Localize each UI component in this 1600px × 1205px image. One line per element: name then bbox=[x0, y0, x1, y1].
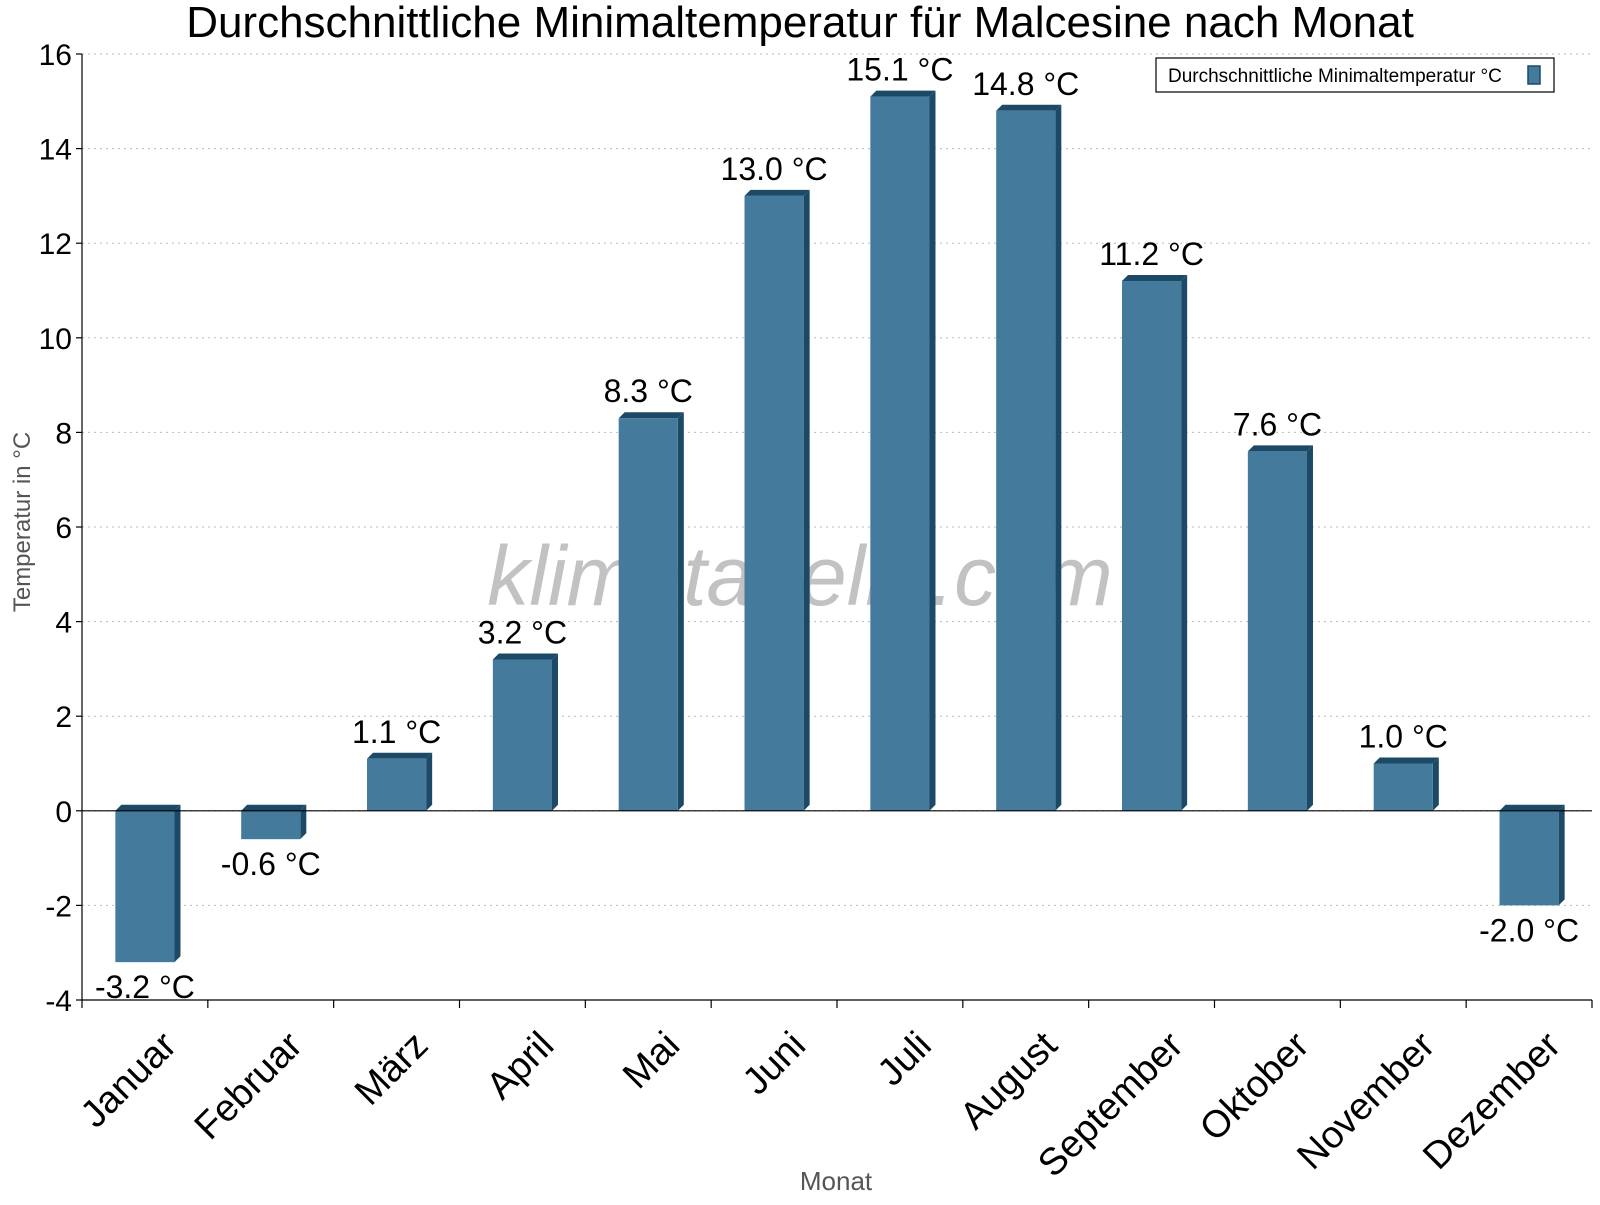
x-tick-label: August bbox=[952, 1024, 1066, 1138]
y-tick-label: 8 bbox=[55, 417, 72, 450]
bar-top-face bbox=[241, 804, 307, 811]
bar bbox=[367, 758, 427, 811]
bar-top-face bbox=[996, 104, 1062, 111]
y-tick-label: 16 bbox=[39, 39, 72, 72]
data-label: -0.6 °C bbox=[221, 846, 321, 882]
bar bbox=[618, 418, 678, 811]
bar bbox=[1499, 810, 1559, 906]
y-tick-label: 0 bbox=[55, 796, 72, 829]
data-label: 14.8 °C bbox=[972, 66, 1079, 102]
bar-side-face bbox=[1306, 445, 1313, 811]
data-label: 7.6 °C bbox=[1233, 406, 1322, 442]
data-label: 3.2 °C bbox=[478, 614, 567, 650]
bar-top-face bbox=[744, 189, 810, 196]
x-tick-label: April bbox=[479, 1024, 562, 1107]
y-tick-label: 4 bbox=[55, 607, 72, 640]
bar bbox=[115, 810, 175, 963]
bar bbox=[1373, 763, 1433, 811]
x-tick-label: Februar bbox=[187, 1024, 311, 1148]
bar-side-face bbox=[1558, 804, 1565, 906]
y-tick-label: 14 bbox=[39, 134, 72, 167]
bar-side-face bbox=[1055, 104, 1062, 811]
bar bbox=[1247, 451, 1307, 811]
bar-top-face bbox=[618, 412, 684, 419]
x-tick-label: März bbox=[347, 1024, 436, 1113]
bar-märz bbox=[367, 752, 433, 811]
bar-august bbox=[996, 104, 1062, 811]
bar-top-face bbox=[492, 653, 558, 660]
bar-top-face bbox=[115, 804, 181, 811]
bar-november bbox=[1373, 757, 1439, 811]
x-tick-label: Mai bbox=[615, 1024, 688, 1097]
x-axis-ticks: Januar Februar März April Mai Juni Juli AugustS… bbox=[73, 1000, 1593, 1185]
bar-top-face bbox=[1247, 445, 1313, 452]
data-label: -2.0 °C bbox=[1479, 912, 1579, 948]
data-label: -3.2 °C bbox=[95, 969, 195, 1005]
legend-swatch bbox=[1527, 65, 1541, 85]
data-label: 15.1 °C bbox=[846, 52, 953, 88]
legend-box bbox=[1155, 57, 1555, 93]
bar-juli bbox=[870, 90, 936, 811]
x-tick-label: Januar bbox=[73, 1024, 185, 1136]
chart-title: Durchschnittliche Minimaltemperatur für … bbox=[186, 0, 1414, 47]
y-tick-label: 2 bbox=[55, 701, 72, 734]
data-labels: -3.2 °C -0.6 °C 1.1 °C 3.2 °C 8.3 °C 13.0 °C 1… bbox=[95, 52, 1579, 1006]
bar bbox=[996, 110, 1056, 811]
x-tick-label: Juli bbox=[870, 1024, 940, 1094]
bar-top-face bbox=[1373, 757, 1439, 764]
y-tick-label: -2 bbox=[45, 890, 72, 923]
bar-april bbox=[492, 653, 558, 811]
bar bbox=[744, 195, 804, 811]
bar-side-face bbox=[426, 752, 433, 811]
bar-februar bbox=[241, 804, 307, 840]
x-tick-label: November bbox=[1289, 1024, 1443, 1178]
bar-side-face bbox=[677, 412, 684, 811]
bar bbox=[492, 659, 552, 811]
x-tick-label: Dezember bbox=[1415, 1024, 1569, 1178]
bar bbox=[1122, 281, 1182, 811]
bar-mai bbox=[618, 412, 684, 811]
bar-januar bbox=[115, 804, 181, 963]
data-label: 1.0 °C bbox=[1359, 719, 1448, 755]
bar-side-face bbox=[300, 804, 307, 840]
y-tick-label: -4 bbox=[45, 985, 72, 1018]
bar-top-face bbox=[1122, 275, 1188, 282]
y-tick-label: 6 bbox=[55, 512, 72, 545]
data-label: 13.0 °C bbox=[721, 151, 828, 187]
bar-side-face bbox=[174, 804, 181, 963]
bar-top-face bbox=[367, 752, 433, 759]
bar-juni bbox=[744, 189, 810, 811]
bar-september bbox=[1122, 275, 1188, 811]
legend: Durchschnittliche Minimaltemperatur °C bbox=[1155, 57, 1555, 93]
y-axis-ticks: -4 -2 0 2 4 6 8 10 12 14 16 bbox=[39, 39, 82, 1018]
legend-label: Durchschnittliche Minimaltemperatur °C bbox=[1168, 66, 1502, 87]
bar-side-face bbox=[1432, 757, 1439, 811]
x-tick-label: Juni bbox=[735, 1024, 814, 1103]
y-tick-label: 10 bbox=[39, 323, 72, 356]
x-axis-label: Monat bbox=[800, 1166, 873, 1196]
bar-top-face bbox=[870, 90, 936, 97]
bar-side-face bbox=[929, 90, 936, 811]
bar-side-face bbox=[1181, 275, 1188, 811]
bar-side-face bbox=[551, 653, 558, 811]
y-tick-label: 12 bbox=[39, 228, 72, 261]
bar bbox=[241, 810, 301, 840]
data-label: 1.1 °C bbox=[352, 714, 441, 750]
bars bbox=[115, 90, 1565, 963]
bar-top-face bbox=[1499, 804, 1565, 811]
data-label: 8.3 °C bbox=[604, 373, 693, 409]
bar-oktober bbox=[1247, 445, 1313, 811]
bar bbox=[870, 96, 930, 811]
bar-dezember bbox=[1499, 804, 1565, 906]
y-axis-label: Temperatur in °C bbox=[9, 432, 36, 612]
data-label: 11.2 °C bbox=[1099, 236, 1204, 272]
x-tick-label: Oktober bbox=[1192, 1024, 1318, 1150]
bar-side-face bbox=[803, 189, 810, 811]
